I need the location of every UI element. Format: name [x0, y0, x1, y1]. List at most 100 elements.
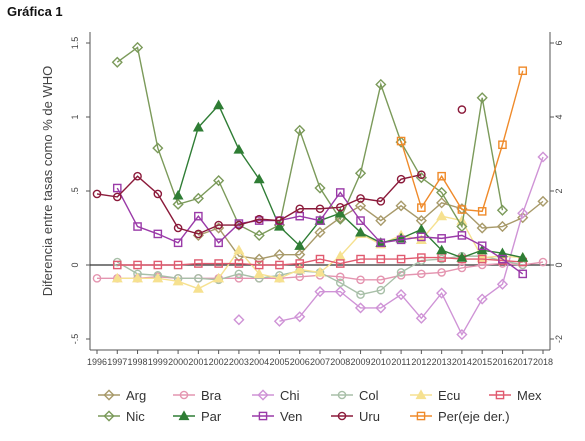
data-point [457, 205, 467, 214]
data-point [133, 260, 142, 270]
data-point [335, 188, 345, 197]
data-point [354, 302, 367, 314]
data-point [314, 266, 326, 277]
data-point [417, 203, 426, 212]
data-point [214, 259, 223, 268]
data-point [152, 272, 164, 283]
x-tick-label: 2005 [269, 357, 289, 367]
legend-item: Nic [98, 409, 145, 424]
legend-swatch-marker [337, 411, 347, 421]
data-point [395, 289, 407, 301]
data-point [295, 259, 305, 268]
data-point [233, 244, 245, 255]
data-point [194, 229, 203, 239]
data-point [396, 235, 406, 245]
legend-label: Mex [517, 388, 542, 403]
data-point [375, 215, 387, 227]
data-point [173, 223, 183, 233]
data-point [437, 234, 446, 243]
data-point [133, 222, 142, 231]
data-point [457, 105, 467, 114]
y-tick-label-right: 0 [554, 262, 564, 267]
x-tick-label: 2009 [351, 357, 371, 367]
series-line [116, 46, 504, 237]
data-point [354, 167, 367, 179]
x-tick-label: 2017 [513, 357, 533, 367]
data-point [334, 207, 346, 218]
x-tick-label: 2011 [391, 357, 410, 367]
legend-swatch-marker [103, 389, 115, 401]
data-point [335, 259, 345, 268]
series-ven [112, 183, 528, 279]
data-point [132, 272, 143, 283]
data-point [476, 293, 488, 305]
legend-item: Uru [331, 409, 380, 424]
x-tick-label: 2007 [310, 357, 330, 367]
figure-title: Gráfica 1 [7, 4, 63, 19]
data-point [214, 238, 223, 248]
x-tick-label: 2002 [209, 357, 229, 367]
data-point [496, 220, 509, 233]
data-point [517, 212, 529, 224]
legend-item: Bra [173, 388, 222, 403]
data-point [213, 272, 225, 283]
data-point [112, 260, 122, 270]
data-point [274, 272, 285, 283]
data-point [294, 240, 306, 250]
data-point [376, 238, 386, 248]
data-point [436, 210, 448, 221]
y-tick-label-left: 0 [70, 262, 80, 267]
y-tick-label-right: 6 [554, 40, 564, 45]
data-point [335, 272, 345, 282]
x-tick-label: 1996 [87, 357, 107, 367]
data-point [234, 269, 244, 279]
legend-item: Ecu [410, 388, 460, 403]
data-point [417, 269, 426, 279]
data-point [356, 216, 365, 225]
data-point [415, 223, 427, 234]
data-point [476, 92, 488, 104]
x-tick-label: 1999 [148, 357, 168, 367]
x-tick-label: 2006 [290, 357, 310, 367]
data-point [294, 124, 306, 136]
data-point [214, 220, 223, 230]
data-point [437, 268, 446, 277]
data-point [477, 254, 487, 264]
data-point [131, 41, 144, 54]
legend-item: Mex [489, 388, 542, 403]
data-point [295, 204, 305, 214]
data-point [396, 268, 406, 277]
data-point [537, 151, 549, 163]
data-point [294, 311, 306, 323]
legend-item: Par [173, 409, 222, 424]
x-tick-label: 2001 [188, 357, 208, 367]
data-point [172, 275, 184, 286]
legend-label: Par [201, 409, 222, 424]
data-point [194, 259, 203, 268]
legend-item: Chi [252, 388, 300, 403]
data-point [233, 314, 245, 326]
data-point [476, 222, 488, 234]
y-tick-label-left: 1 [70, 114, 80, 119]
data-point [213, 99, 225, 110]
legend-label: Bra [201, 388, 222, 403]
data-point [152, 142, 164, 154]
data-point [415, 234, 427, 244]
legend-item: Per(eje der.) [410, 409, 510, 424]
data-point [376, 275, 386, 285]
data-point [314, 286, 326, 298]
data-point [457, 231, 467, 240]
data-point [153, 229, 163, 239]
y-tick-label-right: 2 [554, 188, 564, 193]
series-per-eje-der [396, 66, 528, 216]
data-point [376, 285, 386, 295]
legend-label: Ven [280, 409, 302, 424]
data-point [172, 189, 184, 200]
data-point [233, 143, 245, 154]
data-point [112, 192, 122, 202]
series-nic [111, 41, 509, 241]
data-point [314, 182, 326, 194]
data-point [253, 253, 265, 265]
x-tick-label: 2012 [411, 357, 431, 367]
y-tick-label-left: .5 [70, 187, 80, 195]
